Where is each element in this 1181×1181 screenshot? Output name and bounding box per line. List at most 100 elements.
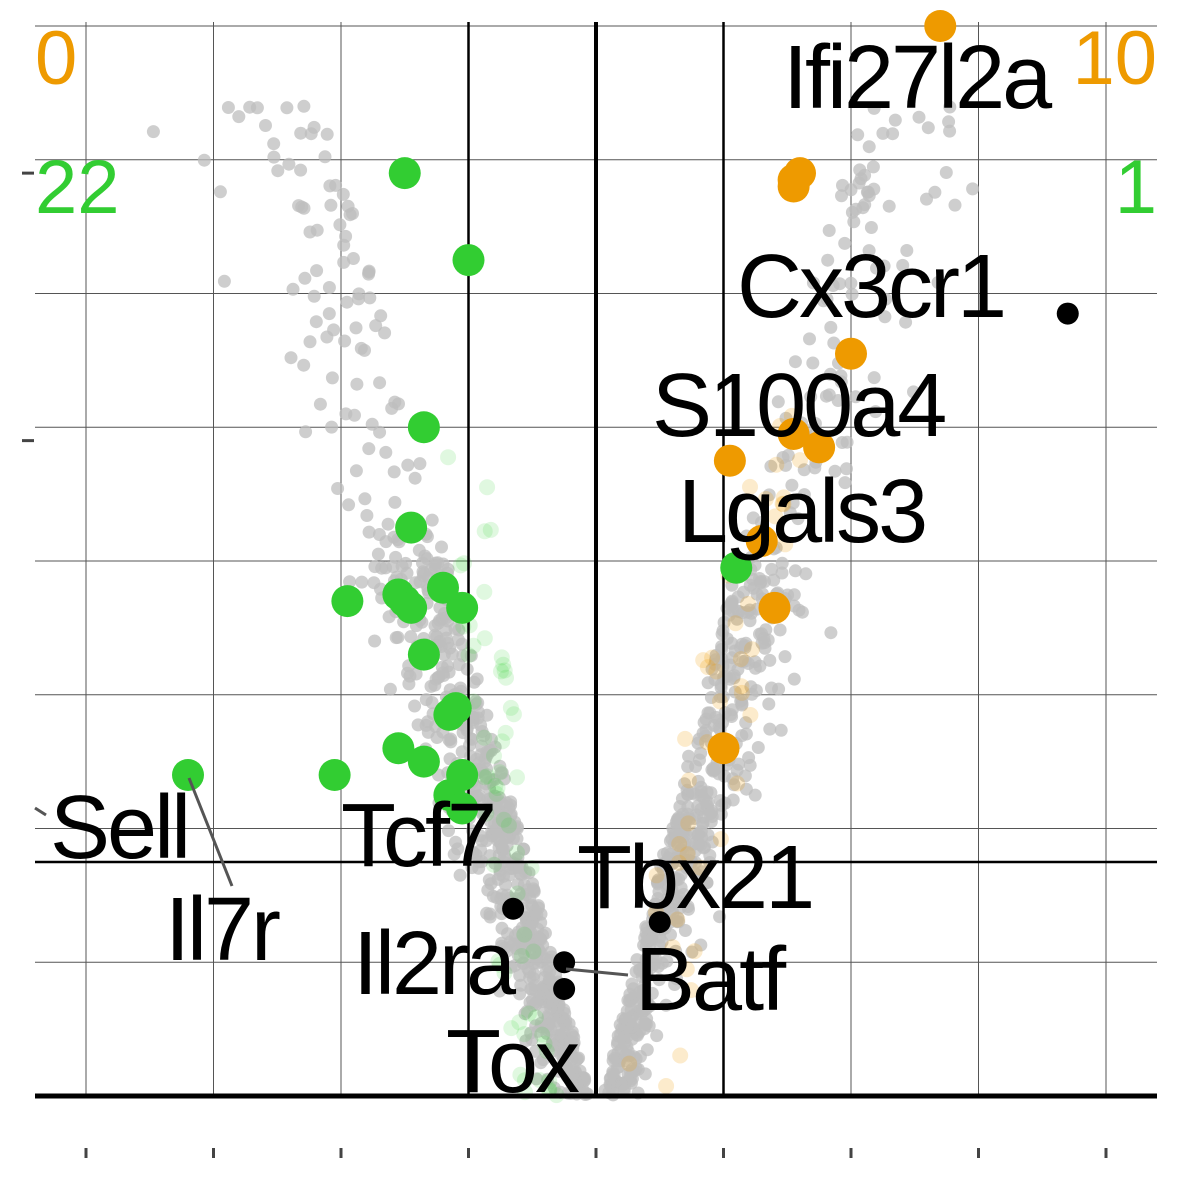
background-point: [864, 221, 878, 234]
background-point: [379, 535, 393, 549]
background-point: [691, 799, 705, 813]
background-point: [284, 351, 298, 365]
background-point: [764, 459, 778, 473]
down-regulated-point: [388, 157, 421, 190]
background-point: [403, 669, 417, 683]
labeled-gene-point: [1056, 302, 1079, 325]
faint-up-point: [695, 652, 712, 669]
background-point: [349, 464, 363, 478]
background-point: [355, 575, 369, 589]
background-point: [267, 150, 281, 164]
background-point: [431, 670, 445, 684]
background-point: [939, 166, 953, 179]
faint-down-point: [488, 785, 505, 802]
background-point: [713, 794, 727, 808]
background-point: [299, 425, 313, 439]
background-point: [385, 401, 399, 415]
background-point: [362, 525, 376, 539]
background-point: [490, 830, 504, 844]
up-regulated-point: [713, 444, 746, 477]
background-point: [866, 160, 880, 174]
background-point: [625, 977, 639, 991]
background-point: [948, 198, 962, 212]
down-regulated-point: [318, 759, 351, 791]
background-point: [838, 476, 852, 490]
background-point: [625, 1032, 639, 1046]
faint-up-point: [775, 489, 792, 506]
background-point: [323, 179, 337, 193]
background-point: [691, 827, 705, 841]
faint-up-point: [732, 651, 749, 668]
background-point: [858, 168, 872, 182]
background-point: [856, 201, 870, 215]
down-regulated-point: [331, 585, 364, 618]
faint-up-point: [727, 615, 744, 632]
background-point: [259, 119, 272, 132]
faint-up-point: [679, 846, 696, 863]
background-point: [460, 723, 474, 737]
background-point: [336, 187, 350, 201]
background-point: [310, 264, 324, 278]
background-point: [267, 137, 281, 151]
background-point: [543, 965, 557, 979]
up-regulated-point: [707, 732, 740, 765]
background-point: [625, 1062, 639, 1076]
background-point: [292, 199, 306, 213]
background-point: [362, 442, 376, 456]
background-point: [645, 986, 659, 1000]
background-point: [606, 1067, 620, 1081]
faint-down-point: [525, 943, 542, 960]
gene-label: Batf: [635, 930, 787, 1030]
background-point: [694, 746, 708, 760]
background-point: [514, 887, 528, 901]
background-point: [779, 458, 793, 472]
down-regulated-point: [427, 571, 459, 604]
down-regulated-point: [407, 638, 440, 671]
background-point: [723, 672, 737, 686]
background-point: [383, 682, 397, 696]
faint-up-point: [669, 911, 686, 928]
background-point: [341, 199, 355, 213]
background-point: [286, 282, 300, 296]
faint-up-point: [733, 678, 750, 695]
background-point: [774, 723, 788, 737]
background-point: [886, 127, 900, 141]
background-point: [360, 509, 374, 522]
background-point: [309, 315, 323, 329]
background-point: [725, 651, 739, 665]
faint-up-point: [792, 452, 808, 469]
background-point: [743, 758, 757, 772]
faint-up-point: [680, 815, 697, 832]
background-point: [840, 462, 853, 476]
background-point: [250, 101, 264, 115]
background-point: [643, 999, 657, 1013]
background-point: [388, 495, 402, 509]
faint-down-point: [541, 1073, 558, 1090]
background-point: [498, 941, 511, 955]
faint-down-point: [491, 764, 508, 781]
background-point: [942, 115, 956, 129]
faint-down-point: [495, 656, 512, 673]
background-point: [799, 567, 813, 581]
background-point: [537, 987, 550, 1000]
background-point: [787, 672, 801, 686]
background-point: [665, 832, 679, 846]
background-point: [408, 471, 422, 485]
background-point: [699, 724, 713, 737]
background-point: [350, 377, 364, 391]
background-point: [425, 513, 439, 527]
background-point: [470, 672, 484, 686]
background-point: [870, 261, 883, 275]
background-point: [834, 369, 848, 383]
background-point: [739, 716, 753, 730]
background-point: [495, 921, 509, 935]
background-point: [762, 697, 776, 711]
faint-up-point: [621, 1055, 638, 1072]
background-point: [544, 1001, 558, 1015]
faint-down-point: [492, 956, 509, 973]
background-point: [529, 997, 543, 1011]
background-point: [362, 267, 376, 281]
background-point: [373, 376, 387, 390]
label-connector-line: [565, 967, 629, 977]
faint-down-point: [516, 1072, 533, 1089]
